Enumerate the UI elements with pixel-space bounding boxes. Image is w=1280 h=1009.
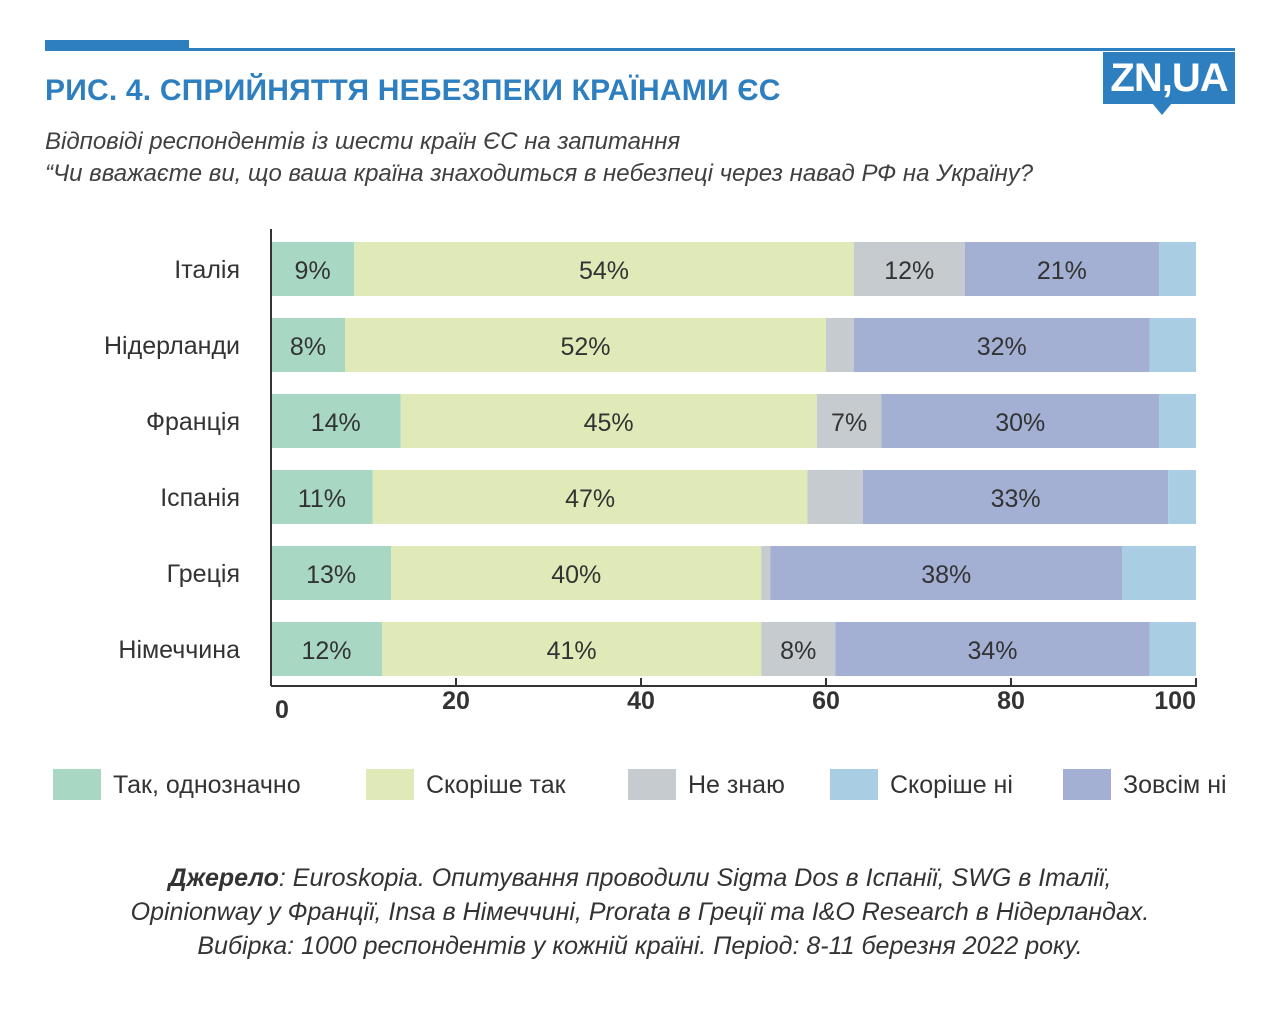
bar-segment (271, 546, 392, 600)
bar-segment (964, 242, 1159, 296)
data-label: 45% (584, 409, 634, 437)
source-line-1: Джерело: Euroskopia. Опитування проводил… (0, 864, 1280, 893)
data-label: 40% (551, 561, 601, 589)
data-label: 38% (921, 561, 971, 589)
x-tick-label: 0 (275, 696, 289, 724)
header-rule (45, 48, 1235, 51)
subtitle-line-2: “Чи вважаєте ви, що ваша країна знаходит… (45, 160, 1034, 187)
bar-segment (1168, 470, 1196, 524)
bar-segment (853, 242, 965, 296)
x-tick-label: 40 (627, 687, 655, 715)
bar-segment (382, 622, 762, 676)
data-label: 14% (311, 409, 361, 437)
legend-label-not-at-all: Зовсім ні (1123, 771, 1227, 799)
category-label: Іспанія (160, 484, 240, 512)
header-accent-bar (45, 40, 189, 51)
category-label: Франція (146, 408, 240, 436)
legend-swatch-rather-yes (366, 769, 414, 800)
x-tick-label: 100 (1154, 687, 1196, 715)
bar-segment (1122, 546, 1196, 600)
bar-segment (1159, 394, 1196, 448)
category-label: Нідерланди (104, 332, 240, 360)
data-label: 9% (295, 257, 331, 285)
bar-segment (271, 242, 355, 296)
data-label: 11% (298, 485, 346, 513)
bar-segment (400, 394, 817, 448)
bar-segment (1149, 318, 1196, 372)
data-label: 33% (991, 485, 1041, 513)
bar-segment (770, 546, 1122, 600)
bar-segment (826, 318, 854, 372)
legend-swatch-dont-know (628, 769, 676, 800)
bar-segment (881, 394, 1159, 448)
category-label: Греція (167, 560, 240, 588)
bar-segment (391, 546, 762, 600)
source-line-1-text: : Euroskopia. Опитування проводили Sigma… (278, 864, 1112, 892)
data-label: 52% (560, 333, 610, 361)
chart-title: РИС. 4. СПРИЙНЯТТЯ НЕБЕЗПЕКИ КРАЇНАМИ ЄС (45, 74, 781, 107)
data-label: 34% (967, 637, 1017, 665)
x-tick-label: 20 (442, 687, 470, 715)
bar-segment (271, 470, 373, 524)
legend-swatch-rather-no (830, 769, 878, 800)
bar-segment (816, 394, 882, 448)
x-tick-label: 60 (812, 687, 840, 715)
stacked-bar-chart: Італія 9% 54% 12% 21% Нідерланди 8% 52% 32% Франц… (104, 229, 1197, 724)
source-line-2: Opinionway у Франції, Insa в Німеччині, … (130, 898, 1150, 926)
zn-ua-logo[interactable]: ZN,UA (1103, 52, 1235, 104)
legend-swatch-not-at-all (1063, 769, 1111, 800)
bar-segment (354, 242, 854, 296)
data-label: 32% (977, 333, 1027, 361)
legend-label-yes-definitely: Так, однозначно (113, 771, 301, 799)
bar-segment (372, 470, 808, 524)
data-label: 8% (290, 333, 326, 361)
legend-label-rather-yes: Скоріше так (426, 771, 566, 799)
bar-segment (807, 470, 863, 524)
bar-segment (345, 318, 826, 372)
logo-pointer (1152, 103, 1172, 115)
bar-segment (835, 622, 1150, 676)
data-label: 54% (579, 257, 629, 285)
data-label: 21% (1037, 257, 1087, 285)
data-label: 47% (565, 485, 615, 513)
data-label: 8% (780, 637, 816, 665)
data-label: 30% (995, 409, 1045, 437)
bar-segment (271, 622, 382, 676)
bar-segment (761, 546, 771, 600)
data-label: 12% (301, 637, 351, 665)
legend-label-rather-no: Скоріше ні (890, 771, 1013, 799)
category-label: Німеччина (118, 636, 240, 664)
bar-segment (271, 394, 401, 448)
bar-segment (853, 318, 1150, 372)
bar-segment (1159, 242, 1196, 296)
bar-segment (271, 318, 345, 372)
data-label: 12% (884, 257, 934, 285)
data-label: 13% (306, 561, 356, 589)
subtitle-line-1: Відповіді респондентів із шести країн ЄС… (45, 128, 681, 155)
category-label: Італія (174, 256, 240, 284)
bar-segment (761, 622, 836, 676)
legend-swatch-yes-definitely (53, 769, 101, 800)
legend-label-dont-know: Не знаю (688, 771, 785, 799)
bar-segment (863, 470, 1169, 524)
x-tick-label: 80 (997, 687, 1025, 715)
source-label: Джерело (168, 864, 279, 892)
data-label: 7% (831, 409, 867, 437)
bar-segment (1149, 622, 1196, 676)
source-line-3: Вибірка: 1000 респондентів у кожній краї… (197, 932, 1083, 960)
data-label: 41% (547, 637, 597, 665)
